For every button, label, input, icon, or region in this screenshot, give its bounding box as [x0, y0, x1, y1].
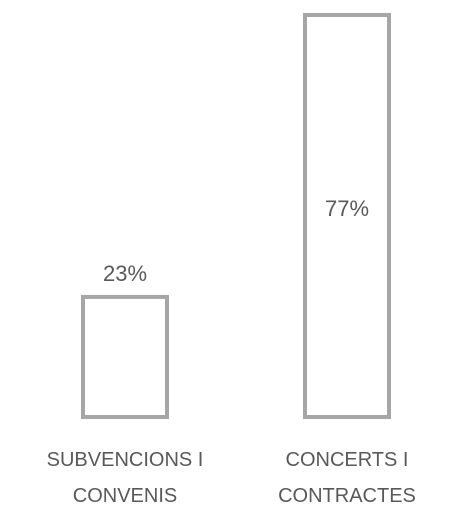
data-label-2: 77% [325, 196, 369, 221]
category-label-2-line-1: CONCERTS I [286, 449, 409, 471]
bar-2 [303, 13, 391, 419]
category-label-1-line-1: SUBVENCIONS I [47, 449, 204, 471]
category-label-2-line-2: CONTRACTES [278, 485, 416, 507]
data-label-1: 23% [103, 261, 147, 286]
bar-1 [81, 294, 169, 420]
category-label-1-line-2: CONVENIS [73, 485, 177, 507]
